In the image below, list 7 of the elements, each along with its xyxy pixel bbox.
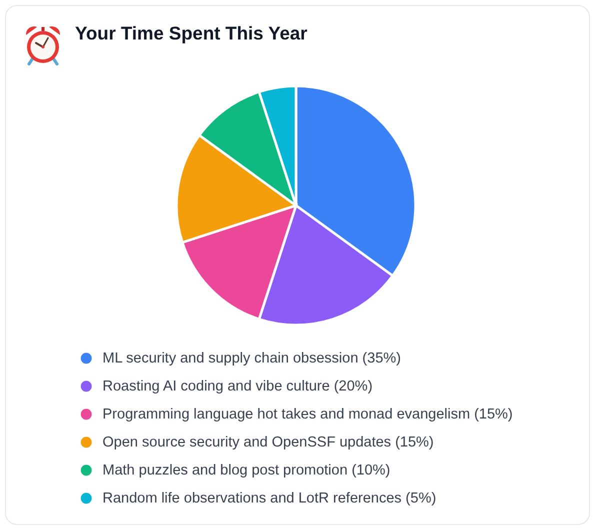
legend-label: Math puzzles and blog post promotion (10%) [102,462,390,478]
legend-label: ML security and supply chain obsession (35%) [102,350,401,366]
legend-label: Open source security and OpenSSF updates (15%) [102,434,434,450]
legend-label: Random life observations and LotR references (5%) [102,490,436,506]
legend-label: Programming language hot takes and monad evangelism (15%) [102,406,513,422]
chart-title: Your Time Spent This Year [75,22,308,44]
legend-label: Roasting AI coding and vibe culture (20%) [102,378,373,394]
